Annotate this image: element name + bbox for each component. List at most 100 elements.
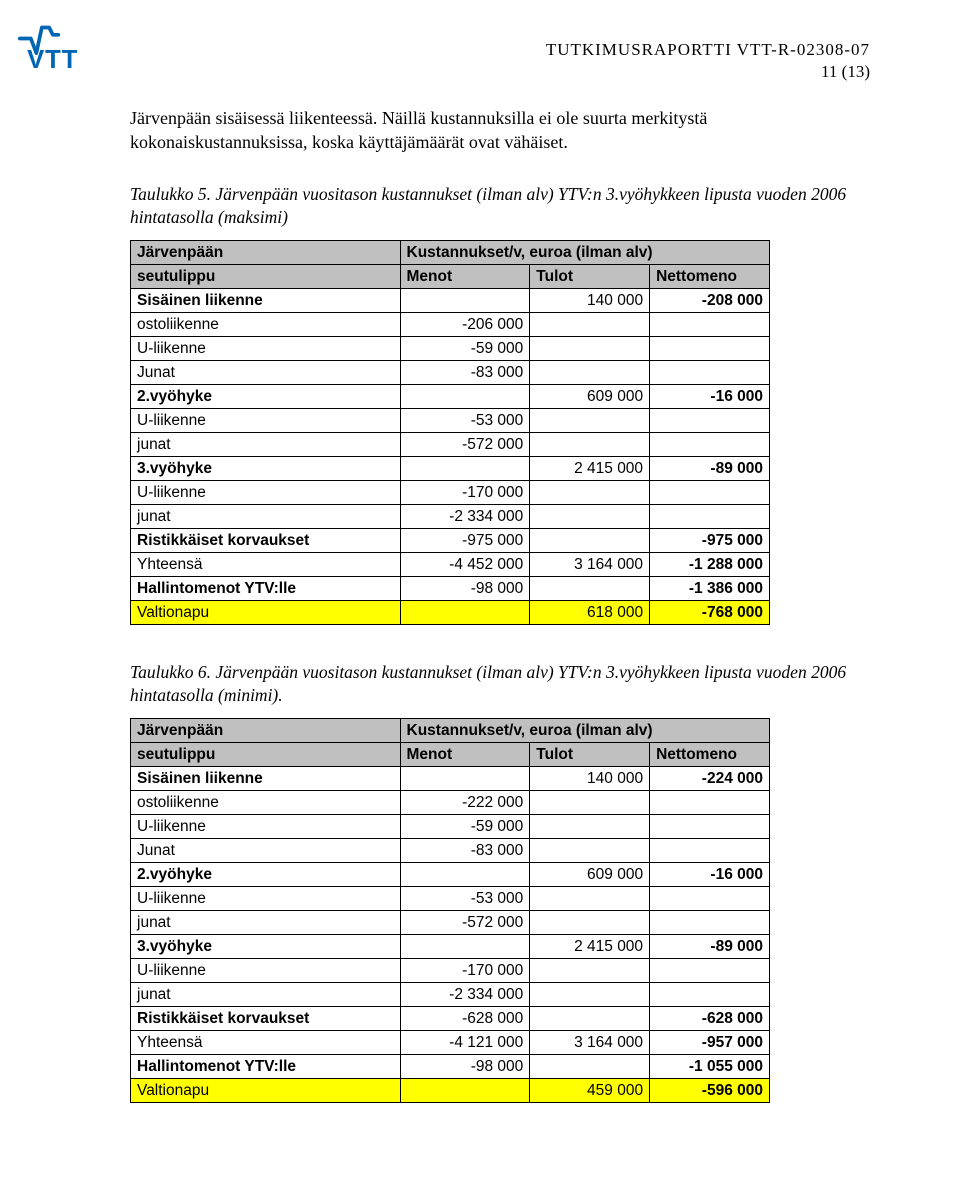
cell: Hallintomenot YTV:lle: [131, 576, 401, 600]
cell: [530, 312, 650, 336]
hdr-kustannukset: Kustannukset/v, euroa (ilman alv): [400, 719, 769, 743]
cell: junat: [131, 504, 401, 528]
table-row: Hallintomenot YTV:lle -98 000 -1 386 000: [131, 576, 770, 600]
cell: [400, 863, 530, 887]
cell: [650, 839, 770, 863]
cell: 459 000: [530, 1079, 650, 1103]
cell: -83 000: [400, 360, 530, 384]
cell: 618 000: [530, 600, 650, 624]
table-row: U-liikenne -59 000: [131, 336, 770, 360]
cell: Junat: [131, 360, 401, 384]
cell: [650, 336, 770, 360]
cell: 140 000: [530, 288, 650, 312]
cell: [650, 911, 770, 935]
hdr-menot: Menot: [400, 743, 530, 767]
cell: [530, 791, 650, 815]
cell: [530, 504, 650, 528]
cell: U-liikenne: [131, 408, 401, 432]
cell: -975 000: [650, 528, 770, 552]
cell: -628 000: [400, 1007, 530, 1031]
table-row: U-liikenne -170 000: [131, 480, 770, 504]
cell: [650, 983, 770, 1007]
cell: [400, 600, 530, 624]
cell: -98 000: [400, 576, 530, 600]
cell: [650, 959, 770, 983]
cell: [530, 480, 650, 504]
cell: -1 386 000: [650, 576, 770, 600]
hdr-tulot: Tulot: [530, 264, 650, 288]
table-row: Sisäinen liikenne 140 000 -224 000: [131, 767, 770, 791]
cell: -572 000: [400, 911, 530, 935]
cell: 609 000: [530, 384, 650, 408]
cell: [530, 576, 650, 600]
vtt-logo: VTT: [18, 22, 128, 82]
table-row: junat -2 334 000: [131, 504, 770, 528]
cell: [650, 791, 770, 815]
cell: [400, 1079, 530, 1103]
table-row: Hallintomenot YTV:lle -98 000 -1 055 000: [131, 1055, 770, 1079]
table-row: Järvenpään Kustannukset/v, euroa (ilman …: [131, 719, 770, 743]
svg-text:VTT: VTT: [27, 46, 78, 74]
cell: -89 000: [650, 456, 770, 480]
cell: U-liikenne: [131, 480, 401, 504]
cell: [650, 432, 770, 456]
cell: -98 000: [400, 1055, 530, 1079]
cell: -89 000: [650, 935, 770, 959]
cell: 3 164 000: [530, 552, 650, 576]
cell: Ristikkäiset korvaukset: [131, 528, 401, 552]
cell: [530, 336, 650, 360]
cell: [530, 1007, 650, 1031]
cell: -768 000: [650, 600, 770, 624]
cell: junat: [131, 983, 401, 1007]
cell: Valtionapu: [131, 1079, 401, 1103]
table-row: 2.vyöhyke 609 000 -16 000: [131, 384, 770, 408]
cell: [530, 408, 650, 432]
table-row: 2.vyöhyke 609 000 -16 000: [131, 863, 770, 887]
cell: -16 000: [650, 384, 770, 408]
table-row: junat -572 000: [131, 432, 770, 456]
cell: Yhteensä: [131, 552, 401, 576]
table-6: Järvenpään Kustannukset/v, euroa (ilman …: [130, 718, 770, 1103]
cell: U-liikenne: [131, 336, 401, 360]
page-number: 11 (13): [130, 62, 870, 82]
cell: -4 452 000: [400, 552, 530, 576]
cell: [650, 480, 770, 504]
hdr-tulot: Tulot: [530, 743, 650, 767]
cell: [530, 839, 650, 863]
cell: [400, 767, 530, 791]
cell: -222 000: [400, 791, 530, 815]
table-row: Valtionapu 618 000 -768 000: [131, 600, 770, 624]
cell: -975 000: [400, 528, 530, 552]
table-row: Ristikkäiset korvaukset -628 000 -628 00…: [131, 1007, 770, 1031]
cell: [650, 815, 770, 839]
table-row: U-liikenne -53 000: [131, 408, 770, 432]
table-row: Yhteensä -4 452 000 3 164 000 -1 288 000: [131, 552, 770, 576]
cell: -957 000: [650, 1031, 770, 1055]
cell: 3.vyöhyke: [131, 456, 401, 480]
hdr-seutulippu: seutulippu: [131, 264, 401, 288]
cell: -224 000: [650, 767, 770, 791]
cell: 609 000: [530, 863, 650, 887]
cell: [650, 360, 770, 384]
hdr-jarvenpaan: Järvenpään: [131, 719, 401, 743]
table-row: Valtionapu 459 000 -596 000: [131, 1079, 770, 1103]
cell: [650, 504, 770, 528]
table-row: Junat -83 000: [131, 360, 770, 384]
cell: Sisäinen liikenne: [131, 288, 401, 312]
cell: -628 000: [650, 1007, 770, 1031]
report-header: TUTKIMUSRAPORTTI VTT-R-02308-07: [130, 40, 870, 60]
cell: Hallintomenot YTV:lle: [131, 1055, 401, 1079]
table-row: Ristikkäiset korvaukset -975 000 -975 00…: [131, 528, 770, 552]
cell: ostoliikenne: [131, 791, 401, 815]
cell: 3 164 000: [530, 1031, 650, 1055]
cell: ostoliikenne: [131, 312, 401, 336]
hdr-nettomeno: Nettomeno: [650, 743, 770, 767]
table-row: seutulippu Menot Tulot Nettomeno: [131, 743, 770, 767]
table-row: seutulippu Menot Tulot Nettomeno: [131, 264, 770, 288]
cell: [650, 312, 770, 336]
cell: [650, 887, 770, 911]
cell: Yhteensä: [131, 1031, 401, 1055]
cell: [530, 887, 650, 911]
table-row: 3.vyöhyke 2 415 000 -89 000: [131, 456, 770, 480]
cell: junat: [131, 432, 401, 456]
